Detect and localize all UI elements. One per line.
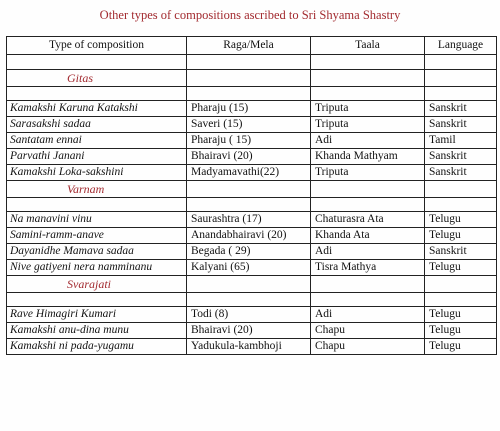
language-cell: Telugu xyxy=(424,211,497,228)
composition-name: Sarasakshi sadaa xyxy=(6,116,187,133)
section-heading: Varnam xyxy=(6,180,187,198)
composition-name: Kamakshi Loka-sakshini xyxy=(6,164,187,181)
language-cell: Sanskrit xyxy=(424,116,497,133)
raga-cell: Anandabhairavi (20) xyxy=(186,227,311,244)
composition-name: Rave Himagiri Kumari xyxy=(6,306,187,323)
raga-cell: Bhairavi (20) xyxy=(186,322,311,339)
table-row: Rave Himagiri Kumari Todi (8) Adi Telugu xyxy=(6,306,497,323)
header-raga: Raga/Mela xyxy=(186,36,311,55)
raga-cell: Saveri (15) xyxy=(186,116,311,133)
table-row: Dayanidhe Mamava sadaa Begada ( 29) Adi San… xyxy=(6,243,497,260)
taala-cell: Khanda Ata xyxy=(310,227,425,244)
composition-name: Nive gatiyeni nera namminanu xyxy=(6,259,187,276)
taala-cell: Adi xyxy=(310,243,425,260)
header-type: Type of composition xyxy=(6,36,187,55)
header-row: Type of composition Raga/Mela Taala Lang… xyxy=(6,36,497,55)
language-cell: Telugu xyxy=(424,338,497,355)
section-row: Varnam xyxy=(6,180,497,198)
taala-cell: Tisra Mathya xyxy=(310,259,425,276)
composition-name: Na manavini vinu xyxy=(6,211,187,228)
language-cell: Telugu xyxy=(424,322,497,339)
taala-cell: Triputa xyxy=(310,164,425,181)
table-row: Samini-ramm-anave Anandabhairavi (20) Khan… xyxy=(6,227,497,244)
table-title: Other types of compositions ascribed to … xyxy=(99,8,401,22)
composition-name: Kamakshi Karuna Katakshi xyxy=(6,100,187,117)
section-row: Svarajati xyxy=(6,275,497,293)
raga-cell: Saurashtra (17) xyxy=(186,211,311,228)
table-row: Sarasakshi sadaa Saveri (15) Triputa Sanskr… xyxy=(6,116,497,133)
taala-cell: Triputa xyxy=(310,116,425,133)
header-taala: Taala xyxy=(310,36,425,55)
taala-cell: Chapu xyxy=(310,338,425,355)
language-cell: Tamil xyxy=(424,132,497,149)
blank-row xyxy=(6,54,497,70)
raga-cell: Pharaju ( 15) xyxy=(186,132,311,149)
language-cell: Sanskrit xyxy=(424,100,497,117)
taala-cell: Triputa xyxy=(310,100,425,117)
raga-cell: Begada ( 29) xyxy=(186,243,311,260)
table-row: Kamakshi anu-dina munu Bhairavi (20) Chapu… xyxy=(6,322,497,339)
raga-cell: Todi (8) xyxy=(186,306,311,323)
taala-cell: Chaturasra Ata xyxy=(310,211,425,228)
table-row: Kamakshi ni pada-yugamu Yadukula-kambhoji… xyxy=(6,338,497,355)
table-row: Kamakshi Loka-sakshini Madyamavathi(22) Tr… xyxy=(6,164,497,181)
composition-name: Dayanidhe Mamava sadaa xyxy=(6,243,187,260)
taala-cell: Adi xyxy=(310,306,425,323)
taala-cell: Chapu xyxy=(310,322,425,339)
language-cell: Sanskrit xyxy=(424,164,497,181)
taala-cell: Khanda Mathyam xyxy=(310,148,425,165)
table-body: Gitas Kamakshi Karuna Katakshi Pharaju (15… xyxy=(6,69,497,355)
section-row: Gitas xyxy=(6,69,497,87)
spacer-row xyxy=(6,86,497,101)
language-cell: Sanskrit xyxy=(424,148,497,165)
section-heading: Svarajati xyxy=(6,275,187,293)
raga-cell: Madyamavathi(22) xyxy=(186,164,311,181)
table-row: Santatam ennai Pharaju ( 15) Adi Tamil xyxy=(6,132,497,149)
composition-name: Kamakshi ni pada-yugamu xyxy=(6,338,187,355)
table-row: Na manavini vinu Saurashtra (17) Chaturasr… xyxy=(6,211,497,228)
raga-cell: Bhairavi (20) xyxy=(186,148,311,165)
taala-cell: Adi xyxy=(310,132,425,149)
composition-name: Parvathi Janani xyxy=(6,148,187,165)
language-cell: Telugu xyxy=(424,227,497,244)
language-cell: Sanskrit xyxy=(424,243,497,260)
composition-name: Samini-ramm-anave xyxy=(6,227,187,244)
spacer-row xyxy=(6,197,497,212)
header-language: Language xyxy=(424,36,497,55)
spacer-row xyxy=(6,292,497,307)
raga-cell: Pharaju (15) xyxy=(186,100,311,117)
language-cell: Telugu xyxy=(424,259,497,276)
compositions-table: Type of composition Raga/Mela Taala Lang… xyxy=(6,36,497,355)
table-row: Nive gatiyeni nera namminanu Kalyani (65)… xyxy=(6,259,497,276)
language-cell: Telugu xyxy=(424,306,497,323)
table-row: Parvathi Janani Bhairavi (20) Khanda Mathy… xyxy=(6,148,497,165)
table-row: Kamakshi Karuna Katakshi Pharaju (15) Trip… xyxy=(6,100,497,117)
composition-name: Santatam ennai xyxy=(6,132,187,149)
raga-cell: Kalyani (65) xyxy=(186,259,311,276)
composition-name: Kamakshi anu-dina munu xyxy=(6,322,187,339)
section-heading: Gitas xyxy=(6,69,187,87)
raga-cell: Yadukula-kambhoji xyxy=(186,338,311,355)
